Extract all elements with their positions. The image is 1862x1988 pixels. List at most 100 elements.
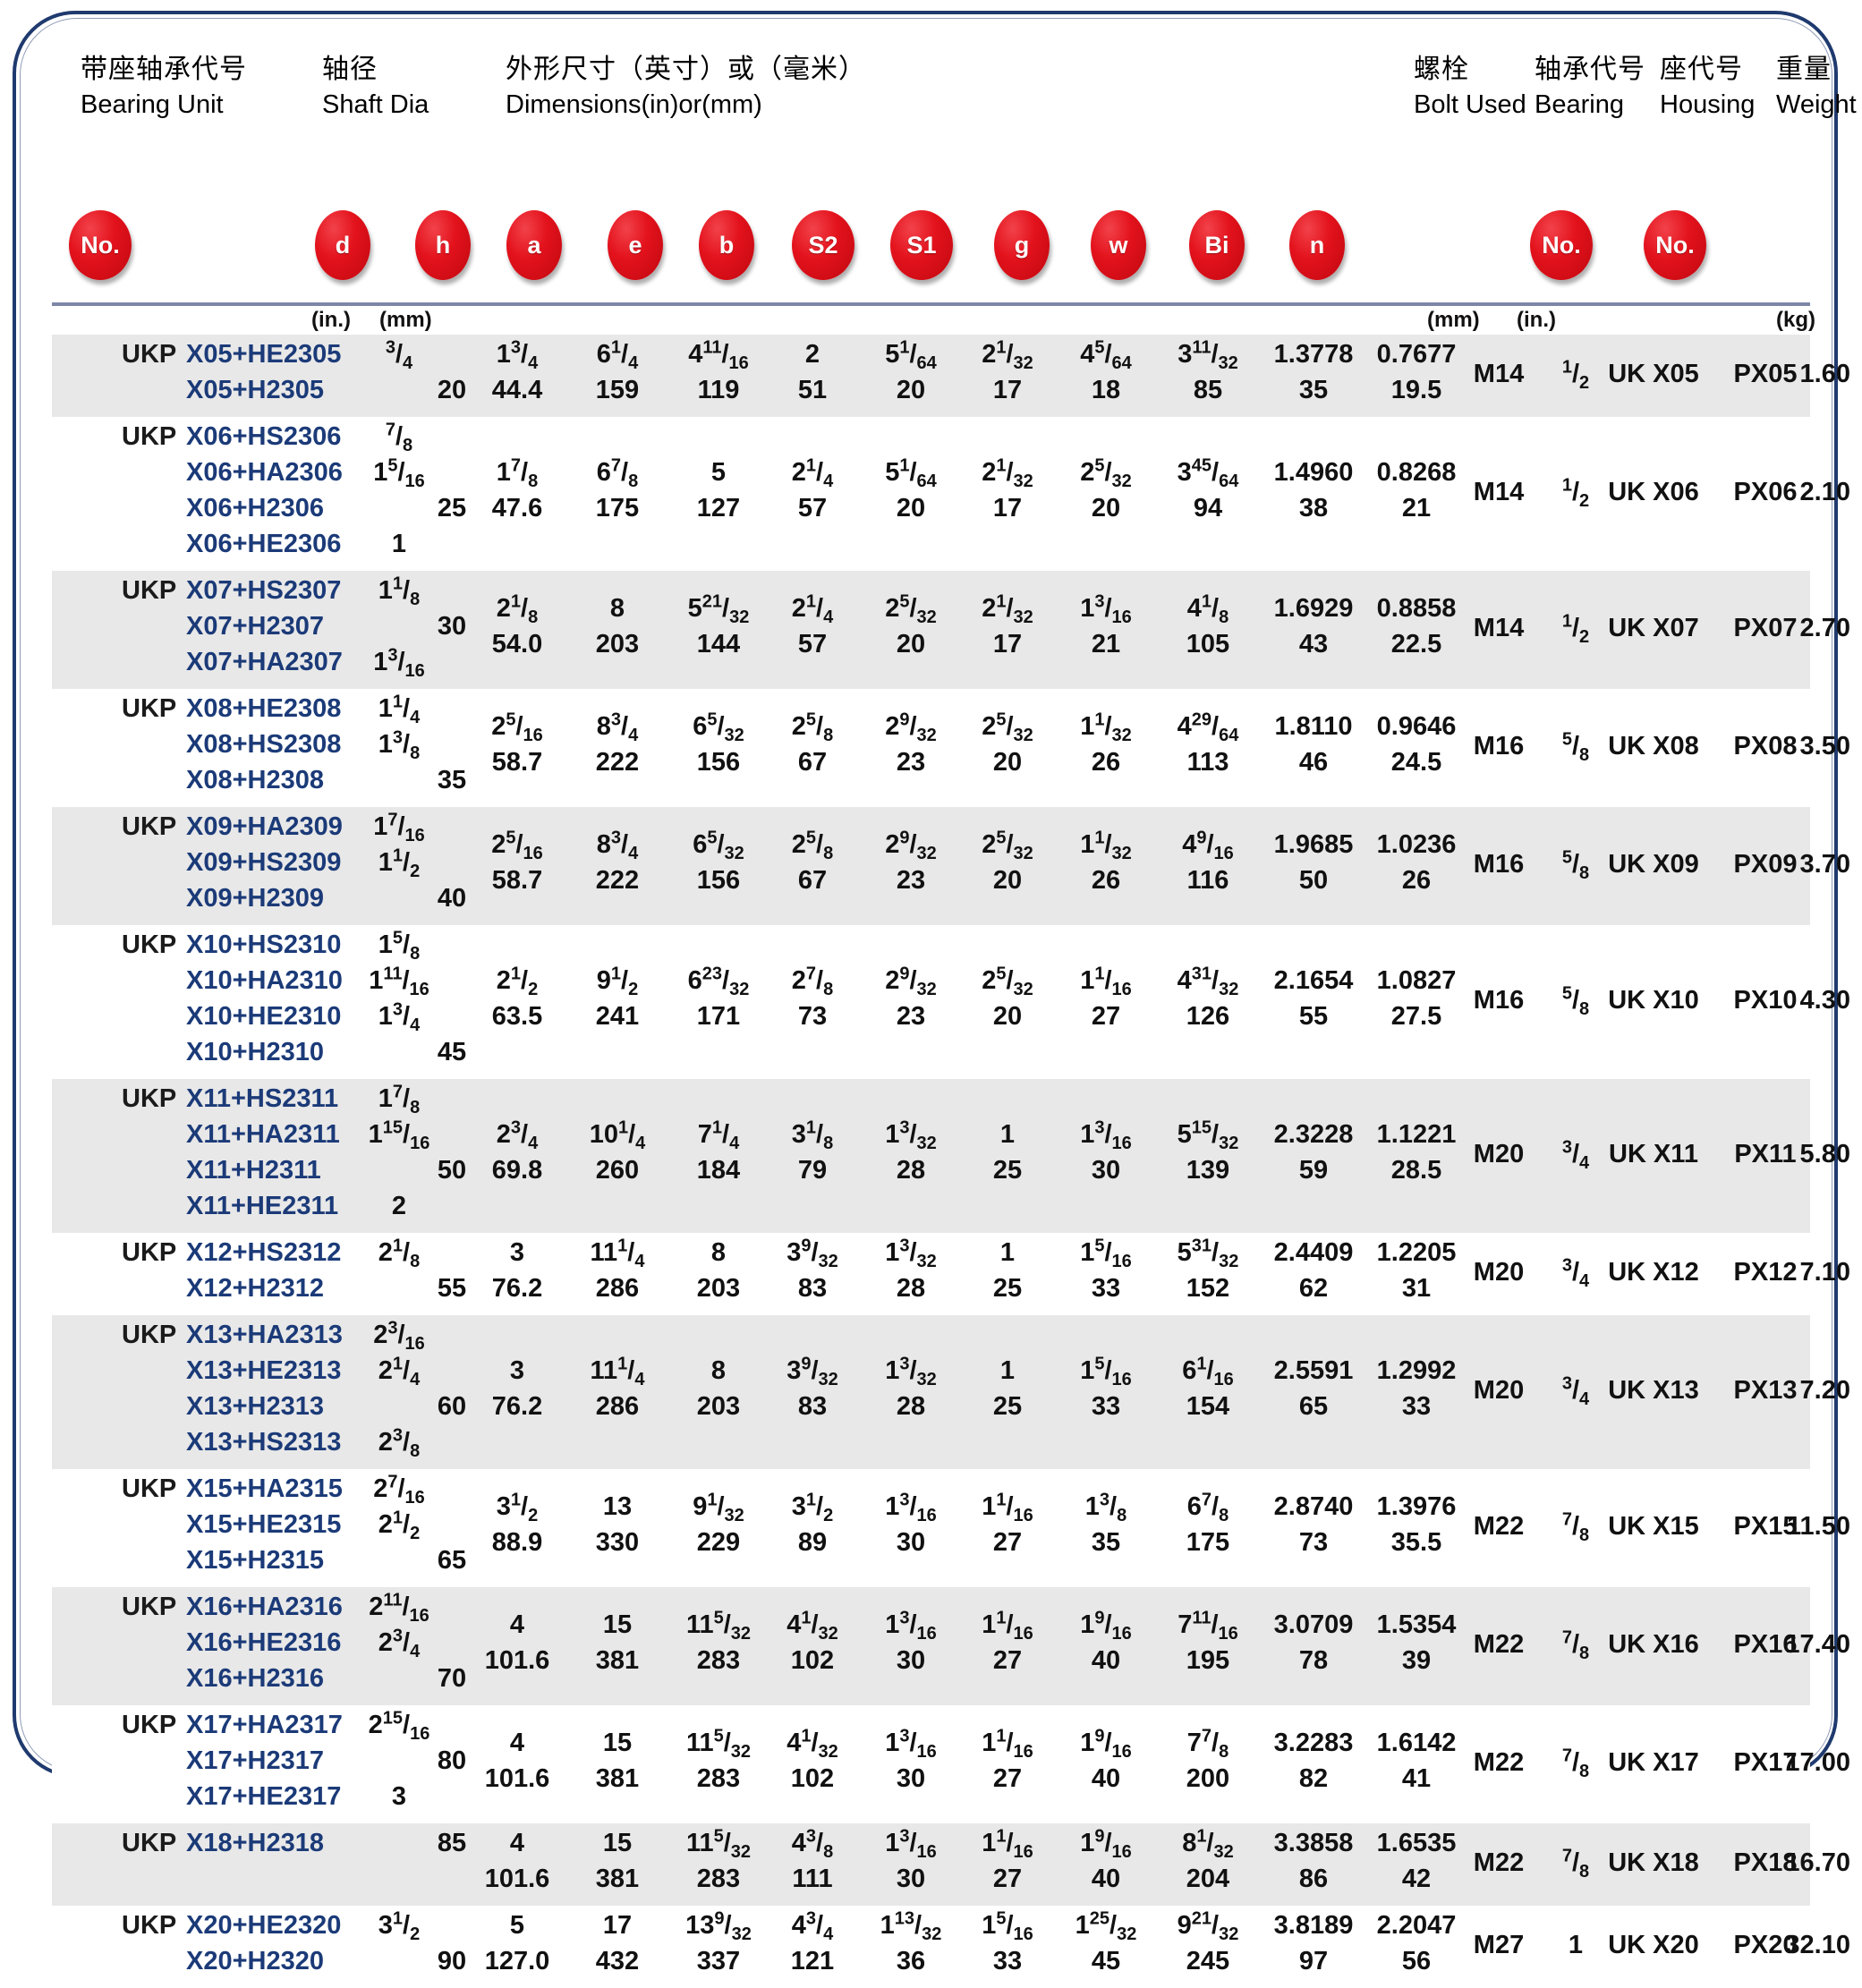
n-mm: 28.5 [1390, 1156, 1442, 1185]
dimension-inch-0: 4 [509, 1610, 525, 1639]
dimension-inch-4: 13/16 [885, 1826, 937, 1862]
dimension-mm-0: 44.4 [491, 376, 543, 404]
header-group-label-cn: 外形尺寸（英寸）或（毫米） [506, 55, 866, 84]
column-badge-label: S1 [906, 231, 937, 259]
dimension-mm-4: 36 [896, 1947, 926, 1975]
shaft-dia-inch: 21/8 [378, 1236, 421, 1271]
dimension-inch-5: 21/32 [982, 591, 1033, 627]
column-badge-label: No. [81, 231, 120, 259]
bearing-unit-code: X16+HA2316 [186, 1593, 343, 1621]
bolt-used-metric: M14 [1473, 614, 1525, 642]
table-row[interactable]: UKP X15+HA2315 X15+HE2315 X15+H2315 27/16 21/… [52, 1469, 1850, 1587]
dimension-inch-4: 13/32 [885, 1354, 937, 1389]
dimension-inch-2: 91/32 [693, 1490, 744, 1525]
dimension-inch-1: 111/4 [590, 1354, 645, 1389]
bearing-unit-code: X17+HA2317 [186, 1711, 343, 1739]
dimension-mm-6: 35 [1091, 1528, 1121, 1557]
shaft-dia-inch: 17/16 [373, 810, 425, 845]
bi-inch: 1.8110 [1274, 712, 1353, 741]
dimension-mm-6: 21 [1091, 630, 1121, 658]
dimension-mm-3: 67 [797, 748, 828, 777]
dimension-inch-2: 521/32 [687, 591, 750, 627]
bearing-unit-code: X06+HS2306 [186, 422, 342, 451]
table-row[interactable]: UKP X08+HE2308 X08+HS2308 X08+H2308 11/4 13/8… [52, 689, 1850, 807]
dimension-inch-4: 13/16 [885, 1726, 937, 1762]
table-row[interactable]: UKP X16+HA2316 X16+HE2316 X16+H2316 211/16 23… [52, 1587, 1850, 1705]
header-group-3: 外形尺寸（英寸）或（毫米） Dimensions(in)or(mm) [506, 52, 866, 122]
specification-table: UKP X05+HE2305 X05+H2305 3/4 20 13/4 44.4 61/4 1… [52, 335, 1850, 1988]
shaft-dia-inch: 211/16 [369, 1590, 429, 1626]
bolt-used-metric: M22 [1473, 1512, 1525, 1541]
n-inch: 0.7677 [1376, 340, 1457, 369]
table-row[interactable]: UKP X12+HS2312 X12+H2312 21/8 55 3 76.2 111/4 28… [52, 1233, 1850, 1315]
housing-code: PX12 [1733, 1258, 1798, 1287]
table-row[interactable]: UKP X17+HA2317 X17+H2317 X17+HE2317 215/16 3 8… [52, 1705, 1850, 1823]
bolt-used-metric: M16 [1473, 732, 1525, 760]
table-row[interactable]: UKP X07+HS2307 X07+H2307 X07+HA2307 11/8 13/1… [52, 571, 1850, 689]
bearing-unit-code: X16+HE2316 [186, 1628, 342, 1657]
dimension-mm-6: 26 [1091, 866, 1121, 895]
table-row[interactable]: UKP X06+HS2306 X06+HA2306 X06+H2306 X06+HE23… [52, 417, 1850, 571]
n-inch: 1.5354 [1376, 1610, 1457, 1639]
table-row[interactable]: UKP X20+HE2320 X20+H2320 31/2 90 5 127.0 17 432 1… [52, 1906, 1850, 1988]
n-inch: 1.1221 [1376, 1120, 1457, 1149]
shaft-dia-inch: 27/16 [373, 1472, 425, 1508]
bi-mm: 59 [1298, 1156, 1329, 1185]
dimension-inch-0: 3 [509, 1238, 525, 1267]
dimension-mm-4: 28 [896, 1392, 926, 1421]
bolt-used-metric: M14 [1473, 360, 1525, 388]
table-row[interactable]: UKP X05+HE2305 X05+H2305 3/4 20 13/4 44.4 61/4 1… [52, 335, 1850, 417]
bolt-used-metric: M20 [1473, 1140, 1525, 1168]
column-badge-a-3: a [506, 210, 562, 280]
bi-mm: 50 [1298, 866, 1329, 895]
table-row[interactable]: UKP X11+HS2311 X11+HA2311 X11+H2311 X11+HE23… [52, 1079, 1850, 1233]
dimension-mm-3: 51 [797, 376, 828, 404]
dimension-inch-3: 27/8 [791, 964, 834, 999]
dimension-inch-4: 51/64 [885, 455, 937, 491]
dimension-mm-1: 381 [595, 1764, 640, 1793]
weight-kg: 5.80 [1799, 1140, 1850, 1168]
bearing-unit-prefix: UKP [122, 694, 177, 723]
dimension-inch-5: 15/16 [982, 1908, 1033, 1944]
bearing-code: UK X09 [1608, 850, 1699, 879]
shaft-dia-mm: 50 [437, 1156, 467, 1185]
dimension-mm-7: 175 [1186, 1528, 1230, 1557]
bearing-code: UK X12 [1608, 1258, 1699, 1287]
shaft-dia-mm: 40 [437, 884, 467, 913]
table-row[interactable]: UKP X13+HA2313 X13+HE2313 X13+H2313 X13+HS23… [52, 1315, 1850, 1469]
dimension-mm-0: 101.6 [484, 1865, 550, 1893]
bolt-used-inch: 1 [1568, 1931, 1584, 1959]
dimension-inch-1: 91/2 [596, 964, 639, 999]
column-badge-label: d [335, 231, 351, 259]
dimension-mm-1: 159 [595, 376, 640, 404]
bi-inch: 3.2283 [1273, 1729, 1354, 1757]
dimension-mm-2: 283 [696, 1865, 741, 1893]
dimension-inch-0: 13/4 [496, 337, 539, 373]
dimension-mm-6: 40 [1091, 1646, 1121, 1675]
dimension-mm-1: 286 [595, 1392, 640, 1421]
dimension-mm-7: 126 [1186, 1002, 1230, 1031]
table-row[interactable]: UKP X10+HS2310 X10+HA2310 X10+HE2310 X10+H23… [52, 925, 1850, 1079]
dimension-mm-1: 381 [595, 1865, 640, 1893]
bearing-code: UK X06 [1608, 478, 1699, 506]
bi-inch: 3.3858 [1273, 1829, 1354, 1857]
table-row[interactable]: UKP X18+H2318 85 4 101.6 15 381 115/32 283 43/8 11… [52, 1823, 1850, 1906]
dimension-inch-3: 31/8 [791, 1117, 834, 1153]
bearing-unit-code: X17+H2317 [186, 1746, 324, 1775]
housing-code: PX15 [1733, 1512, 1798, 1541]
weight-kg: 17.40 [1785, 1630, 1850, 1659]
dimension-mm-0: 54.0 [491, 630, 543, 658]
dimension-mm-5: 33 [992, 1947, 1023, 1975]
table-row[interactable]: UKP X09+HA2309 X09+HS2309 X09+H2309 17/16 11/… [52, 807, 1850, 925]
unit-label-3: (in.) [1517, 308, 1556, 332]
bolt-used-inch: 1/2 [1561, 475, 1590, 511]
bolt-used-inch: 5/8 [1561, 983, 1590, 1019]
n-inch: 1.0827 [1376, 966, 1457, 995]
weight-kg: 3.50 [1799, 732, 1850, 760]
dimension-mm-6: 30 [1091, 1156, 1121, 1185]
dimension-inch-6: 19/16 [1080, 1608, 1132, 1644]
column-badge-label: No. [1655, 231, 1695, 259]
dimension-mm-6: 20 [1091, 494, 1121, 522]
column-badge-s2-6: S2 [792, 210, 854, 280]
dimension-inch-1: 8 [609, 594, 625, 623]
